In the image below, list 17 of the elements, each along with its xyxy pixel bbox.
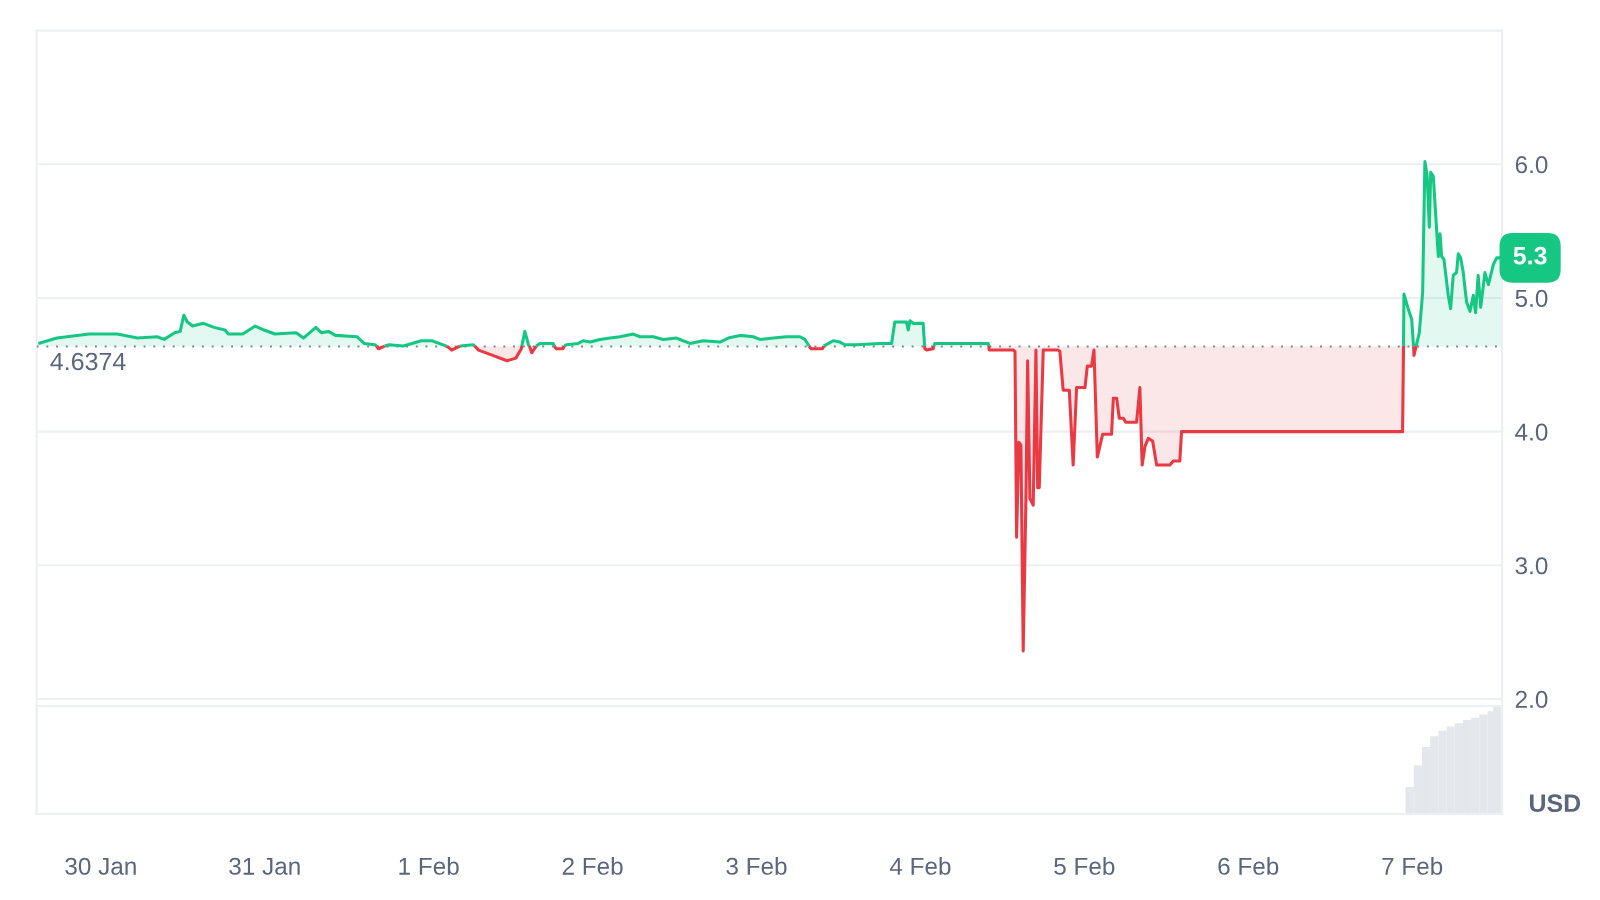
y-tick-label: 6.0 [1515, 156, 1548, 174]
annotation: 5.3 [1513, 246, 1547, 265]
x-tick-label: 5 Feb [1054, 857, 1115, 875]
y-tick-label: 3.0 [1515, 557, 1548, 575]
x-tick-label: 3 Feb [726, 857, 787, 875]
x-tick-label: 1 Feb [399, 857, 459, 875]
x-tick-label: 2 Feb [562, 857, 623, 875]
y-tick-label: 5.0 [1515, 289, 1548, 307]
x-tick-label: 4 Feb [889, 857, 951, 875]
x-tick-label: 31 Jan [229, 857, 300, 875]
y-tick-label: 4.0 [1515, 423, 1548, 441]
y-axis-title: USD [1529, 794, 1581, 813]
x-tick-label: 6 Feb [1218, 857, 1279, 875]
ref-line-label: 4.6374 [50, 352, 126, 371]
x-tick-label: 30 Jan [65, 857, 136, 875]
y-tick-label: 2.0 [1515, 690, 1548, 709]
x-tick-label: 7 Feb [1382, 857, 1443, 875]
